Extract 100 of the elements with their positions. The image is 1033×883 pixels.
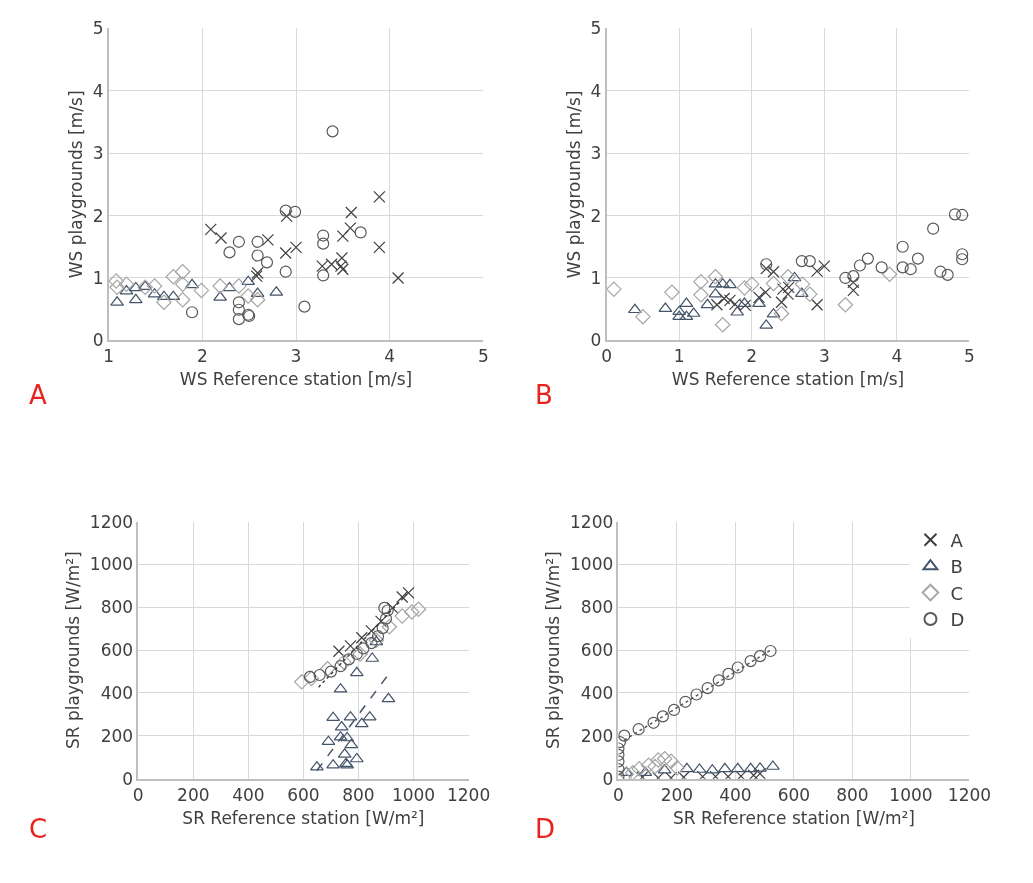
x-tick-label: 1200	[947, 784, 992, 805]
point	[787, 271, 802, 282]
y-tick-label: 600	[100, 640, 134, 661]
y-axis-title: WS playgrounds [m/s]	[65, 90, 86, 279]
point	[753, 767, 767, 779]
point	[317, 269, 330, 282]
y-tick-label: 3	[92, 143, 104, 164]
point	[802, 286, 818, 302]
point	[365, 636, 378, 650]
point	[640, 757, 657, 773]
point	[404, 604, 420, 620]
y-tick-label: 1200	[570, 511, 614, 532]
point	[379, 612, 393, 625]
point	[354, 717, 369, 728]
point	[744, 654, 757, 668]
point	[334, 720, 349, 731]
point	[847, 276, 860, 289]
point	[240, 288, 256, 304]
point	[650, 752, 666, 768]
y-tick-label: 5	[92, 18, 104, 39]
point	[326, 125, 339, 138]
point	[723, 278, 737, 289]
point	[631, 761, 647, 777]
point	[717, 762, 732, 773]
point	[956, 208, 969, 222]
point	[714, 316, 731, 333]
point	[853, 259, 866, 272]
point	[722, 667, 735, 681]
point	[185, 278, 199, 289]
point	[319, 661, 336, 677]
point	[128, 281, 143, 292]
point	[810, 265, 824, 278]
point	[941, 268, 954, 281]
point	[803, 255, 816, 268]
point	[156, 290, 171, 301]
point	[344, 639, 357, 652]
point	[373, 241, 386, 254]
y-tick-label: 0	[602, 768, 614, 789]
point	[752, 297, 766, 307]
point	[794, 276, 811, 292]
point	[731, 661, 744, 674]
point	[861, 252, 874, 265]
point	[204, 223, 217, 236]
point	[837, 297, 854, 313]
point	[730, 762, 745, 773]
point	[767, 265, 780, 278]
point	[410, 601, 427, 617]
y-tick-label: 4	[590, 80, 602, 101]
text: A	[29, 380, 47, 410]
point	[934, 265, 947, 278]
x-axis-title: WS Reference station [m/s]	[179, 369, 413, 390]
point	[773, 305, 790, 322]
x-axis-title: WS Reference station [m/s]	[671, 369, 905, 390]
point	[667, 703, 681, 717]
y-tick-label: 400	[580, 682, 614, 703]
y-tick-label: 1000	[89, 554, 134, 575]
point	[718, 292, 731, 305]
point	[355, 631, 368, 644]
y-tick-label: 0	[92, 330, 104, 351]
point	[956, 253, 969, 266]
point	[818, 260, 831, 273]
x-tick-label: 5	[477, 346, 489, 367]
point	[223, 246, 236, 259]
point	[352, 646, 368, 662]
point	[760, 258, 773, 271]
point	[335, 251, 349, 265]
point	[174, 263, 191, 280]
point	[251, 235, 264, 248]
point	[222, 281, 237, 292]
point	[707, 268, 724, 285]
x-tick-label: 200	[177, 784, 210, 805]
x-tick-label: 1000	[391, 784, 436, 805]
x-tick-label: 2	[746, 346, 758, 367]
y-tick-label: 600	[580, 640, 614, 661]
point	[663, 753, 679, 770]
point	[752, 291, 766, 304]
point	[260, 256, 274, 269]
point	[618, 729, 631, 742]
point	[288, 205, 302, 218]
legend-label: A	[950, 529, 964, 551]
y-tick-label: 1000	[570, 554, 614, 575]
point	[679, 762, 694, 773]
point	[392, 271, 405, 285]
x-tick-label: 600	[287, 784, 320, 805]
point	[373, 190, 386, 203]
point	[647, 716, 660, 729]
x-axis-title: SR Reference station [W/m²]	[182, 807, 425, 828]
point	[679, 695, 692, 708]
point	[137, 279, 153, 296]
y-tick-label: 800	[580, 597, 614, 618]
point	[669, 760, 685, 776]
point	[847, 284, 860, 297]
point	[313, 668, 326, 682]
point	[289, 241, 303, 254]
point	[279, 246, 292, 260]
point	[795, 255, 808, 268]
point	[775, 296, 788, 309]
y-tick-label: 400	[100, 682, 134, 703]
point	[279, 204, 292, 217]
point	[904, 263, 917, 276]
